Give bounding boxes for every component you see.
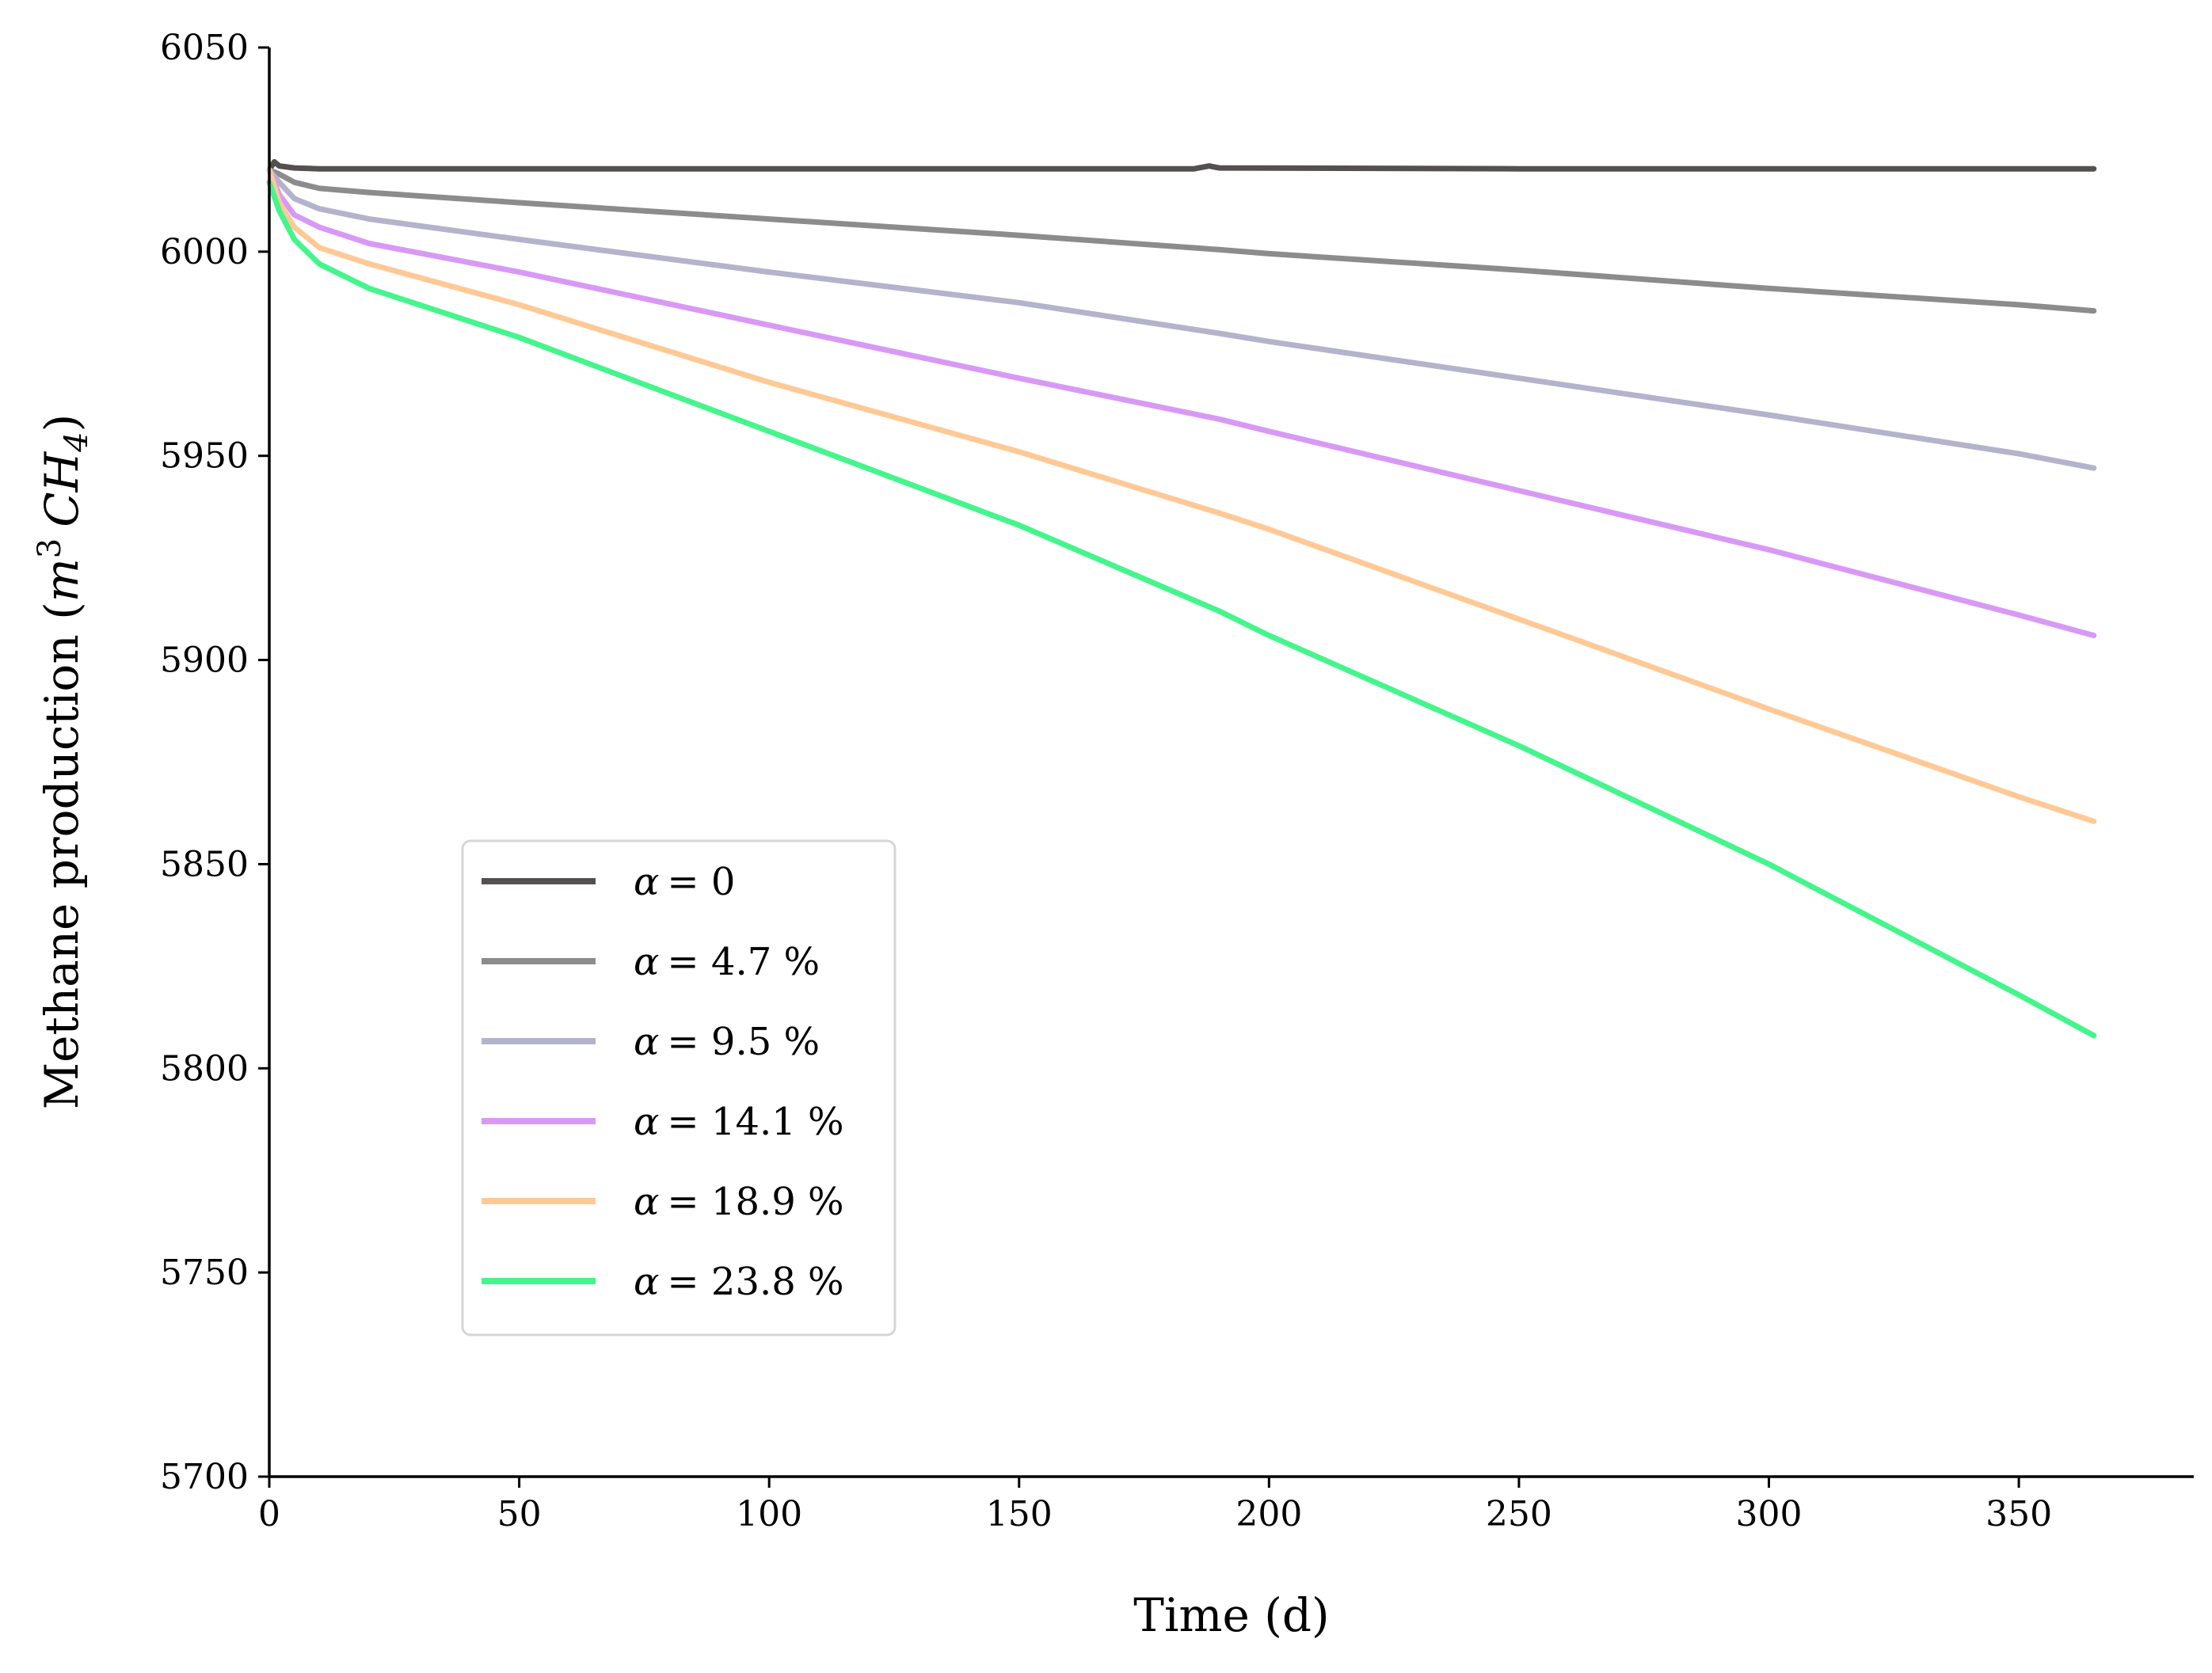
legend-value: = 0: [667, 860, 735, 904]
y-tick-label: 5800: [160, 1048, 249, 1089]
y-axis-label-unit-m: m: [35, 558, 89, 602]
x-axis-label: Time (d): [1133, 1588, 1329, 1642]
series-line-4: [266, 167, 2097, 824]
legend-value: = 14.1 %: [667, 1100, 843, 1144]
x-ticks: 0 50 100 150 200 250 300 350: [258, 1477, 2052, 1534]
x-tick-label: 250: [1486, 1494, 1552, 1534]
y-tick-label: 5750: [160, 1253, 249, 1293]
legend-value: = 4.7 %: [667, 940, 820, 984]
series-line-0: [266, 158, 2097, 173]
x-tick-label: 200: [1235, 1494, 1302, 1534]
legend-value: = 23.8 %: [667, 1260, 843, 1304]
series-line-5: [266, 179, 2097, 1039]
legend-value: = 9.5 %: [667, 1020, 820, 1064]
legend-alpha-symbol: α: [634, 1100, 659, 1144]
y-tick-label: 5900: [160, 641, 249, 681]
legend-label: α = 18.9 %: [634, 1180, 844, 1224]
y-ticks: 5700 5750 5800 5850 5900 5950 6000 6050: [160, 28, 269, 1497]
series-line-3: [266, 167, 2097, 639]
y-tick-label: 6050: [160, 28, 249, 68]
legend-label: α = 0: [634, 860, 735, 904]
y-axis-label: Methane production (m3 CH4): [32, 414, 95, 1110]
y-axis-label-unit-sub: 4: [59, 432, 95, 452]
x-tick-label: 350: [1985, 1494, 2052, 1534]
legend-label: α = 14.1 %: [634, 1100, 844, 1144]
y-tick-label: 5950: [160, 436, 249, 477]
legend-value: = 18.9 %: [667, 1180, 843, 1224]
legend-label: α = 23.8 %: [634, 1260, 844, 1304]
y-tick-label: 5850: [160, 844, 249, 884]
y-tick-label: 6000: [160, 232, 249, 272]
y-axis-label-close: ): [35, 414, 89, 432]
legend-alpha-symbol: α: [634, 1260, 659, 1304]
series-line-2: [266, 167, 2097, 471]
legend-alpha-symbol: α: [634, 860, 659, 904]
x-tick-label: 50: [497, 1494, 542, 1534]
series-layer: [266, 158, 2097, 1039]
y-axis-label-main: Methane production (: [35, 602, 89, 1109]
legend-label: α = 4.7 %: [634, 940, 820, 984]
legend-items: α = 0α = 4.7 %α = 9.5 %α = 14.1 %α = 18.9 %α =…: [482, 860, 844, 1304]
x-tick-label: 150: [986, 1494, 1053, 1534]
y-axis-label-unit-ch: CH: [35, 451, 89, 527]
legend: α = 0α = 4.7 %α = 9.5 %α = 14.1 %α = 18.9 %α =…: [461, 839, 897, 1336]
x-tick-label: 100: [736, 1494, 802, 1534]
x-tick-label: 0: [258, 1494, 280, 1534]
y-tick-label: 5700: [160, 1457, 249, 1497]
x-tick-label: 300: [1736, 1494, 1803, 1534]
series-line-1: [266, 167, 2097, 314]
y-axis-label-unit-exp: 3: [32, 538, 68, 558]
legend-alpha-symbol: α: [634, 940, 659, 984]
legend-alpha-symbol: α: [634, 1020, 659, 1064]
legend-label: α = 9.5 %: [634, 1020, 820, 1064]
legend-alpha-symbol: α: [634, 1180, 659, 1224]
